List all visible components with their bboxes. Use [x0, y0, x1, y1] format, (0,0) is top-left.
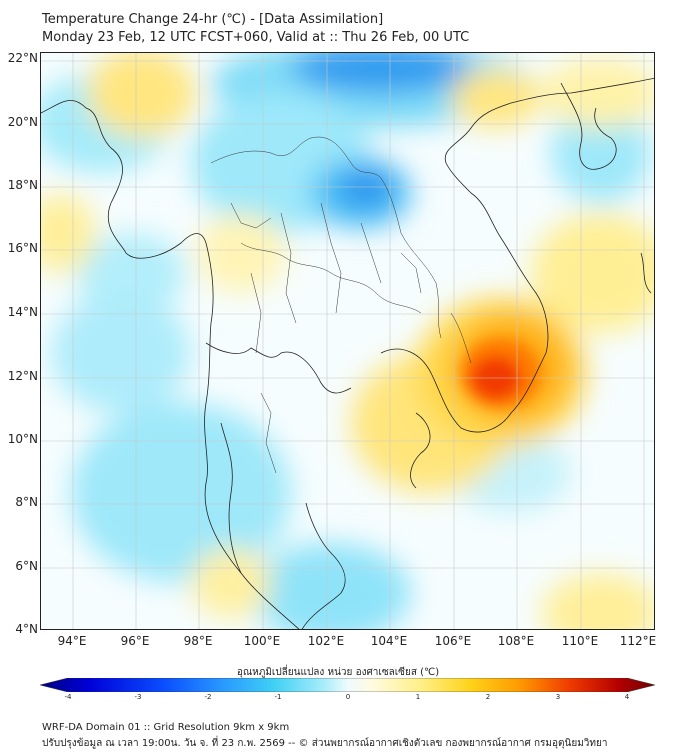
lon-label-96e: 96°E — [120, 634, 150, 648]
footer-credit: ปรับปรุงข้อมูล ณ เวลา 19:00น. วัน จ. ที่… — [42, 738, 608, 749]
lon-label-110e: 110°E — [561, 634, 599, 648]
lon-label-104e: 104°E — [370, 634, 408, 648]
temperature-change-map[interactable] — [40, 52, 655, 630]
lon-label-94e: 94°E — [57, 634, 87, 648]
lon-label-112e: 112°E — [619, 634, 657, 648]
map-subtitle: Monday 23 Feb, 12 UTC FCST+060, Valid at… — [42, 30, 470, 45]
hot-core — [461, 338, 541, 408]
footer-model-info: WRF-DA Domain 01 :: Grid Resolution 9km … — [42, 722, 290, 733]
lat-label-14n: 14°N — [7, 305, 38, 319]
colorbar-tick-3: 3 — [555, 693, 561, 701]
colorbar-tick-1: 1 — [415, 693, 421, 701]
colorbar-tick-neg3: -3 — [134, 693, 142, 701]
colorbar-tick-4: 4 — [624, 693, 630, 701]
colorbar-tick-neg2: -2 — [204, 693, 212, 701]
anomaly-field — [41, 53, 654, 629]
lon-label-106e: 106°E — [434, 634, 472, 648]
colorbar-tick-neg4: -4 — [64, 693, 72, 701]
coastlines — [41, 77, 654, 629]
colorbar-tick-2: 2 — [485, 693, 491, 701]
admin-borders — [210, 136, 472, 474]
lat-label-6n: 6°N — [15, 559, 38, 573]
lat-label-8n: 8°N — [15, 495, 38, 509]
lon-label-102e: 102°E — [307, 634, 345, 648]
lat-label-16n: 16°N — [7, 241, 38, 255]
lat-label-22n: 22°N — [7, 51, 38, 65]
lon-label-98e: 98°E — [183, 634, 213, 648]
lat-label-10n: 10°N — [7, 432, 38, 446]
map-title: Temperature Change 24-hr (℃) - [Data Ass… — [42, 12, 384, 27]
lon-label-100e: 100°E — [243, 634, 281, 648]
graticule — [41, 53, 654, 629]
map-canvas — [41, 53, 654, 629]
colorbar-title: อุณหภูมิเปลี่ยนแปลง หน่วย องศาเซลเซียส (… — [236, 667, 440, 678]
colorbar-tick-neg1: -1 — [274, 693, 282, 701]
colorbar-tick-0: 0 — [345, 693, 351, 701]
lon-label-108e: 108°E — [497, 634, 535, 648]
colorbar-gradient — [40, 678, 655, 692]
colorbar — [40, 678, 655, 692]
lat-label-18n: 18°N — [7, 178, 38, 192]
lat-label-4n: 4°N — [15, 622, 38, 636]
lat-label-12n: 12°N — [7, 369, 38, 383]
lat-label-20n: 20°N — [7, 115, 38, 129]
